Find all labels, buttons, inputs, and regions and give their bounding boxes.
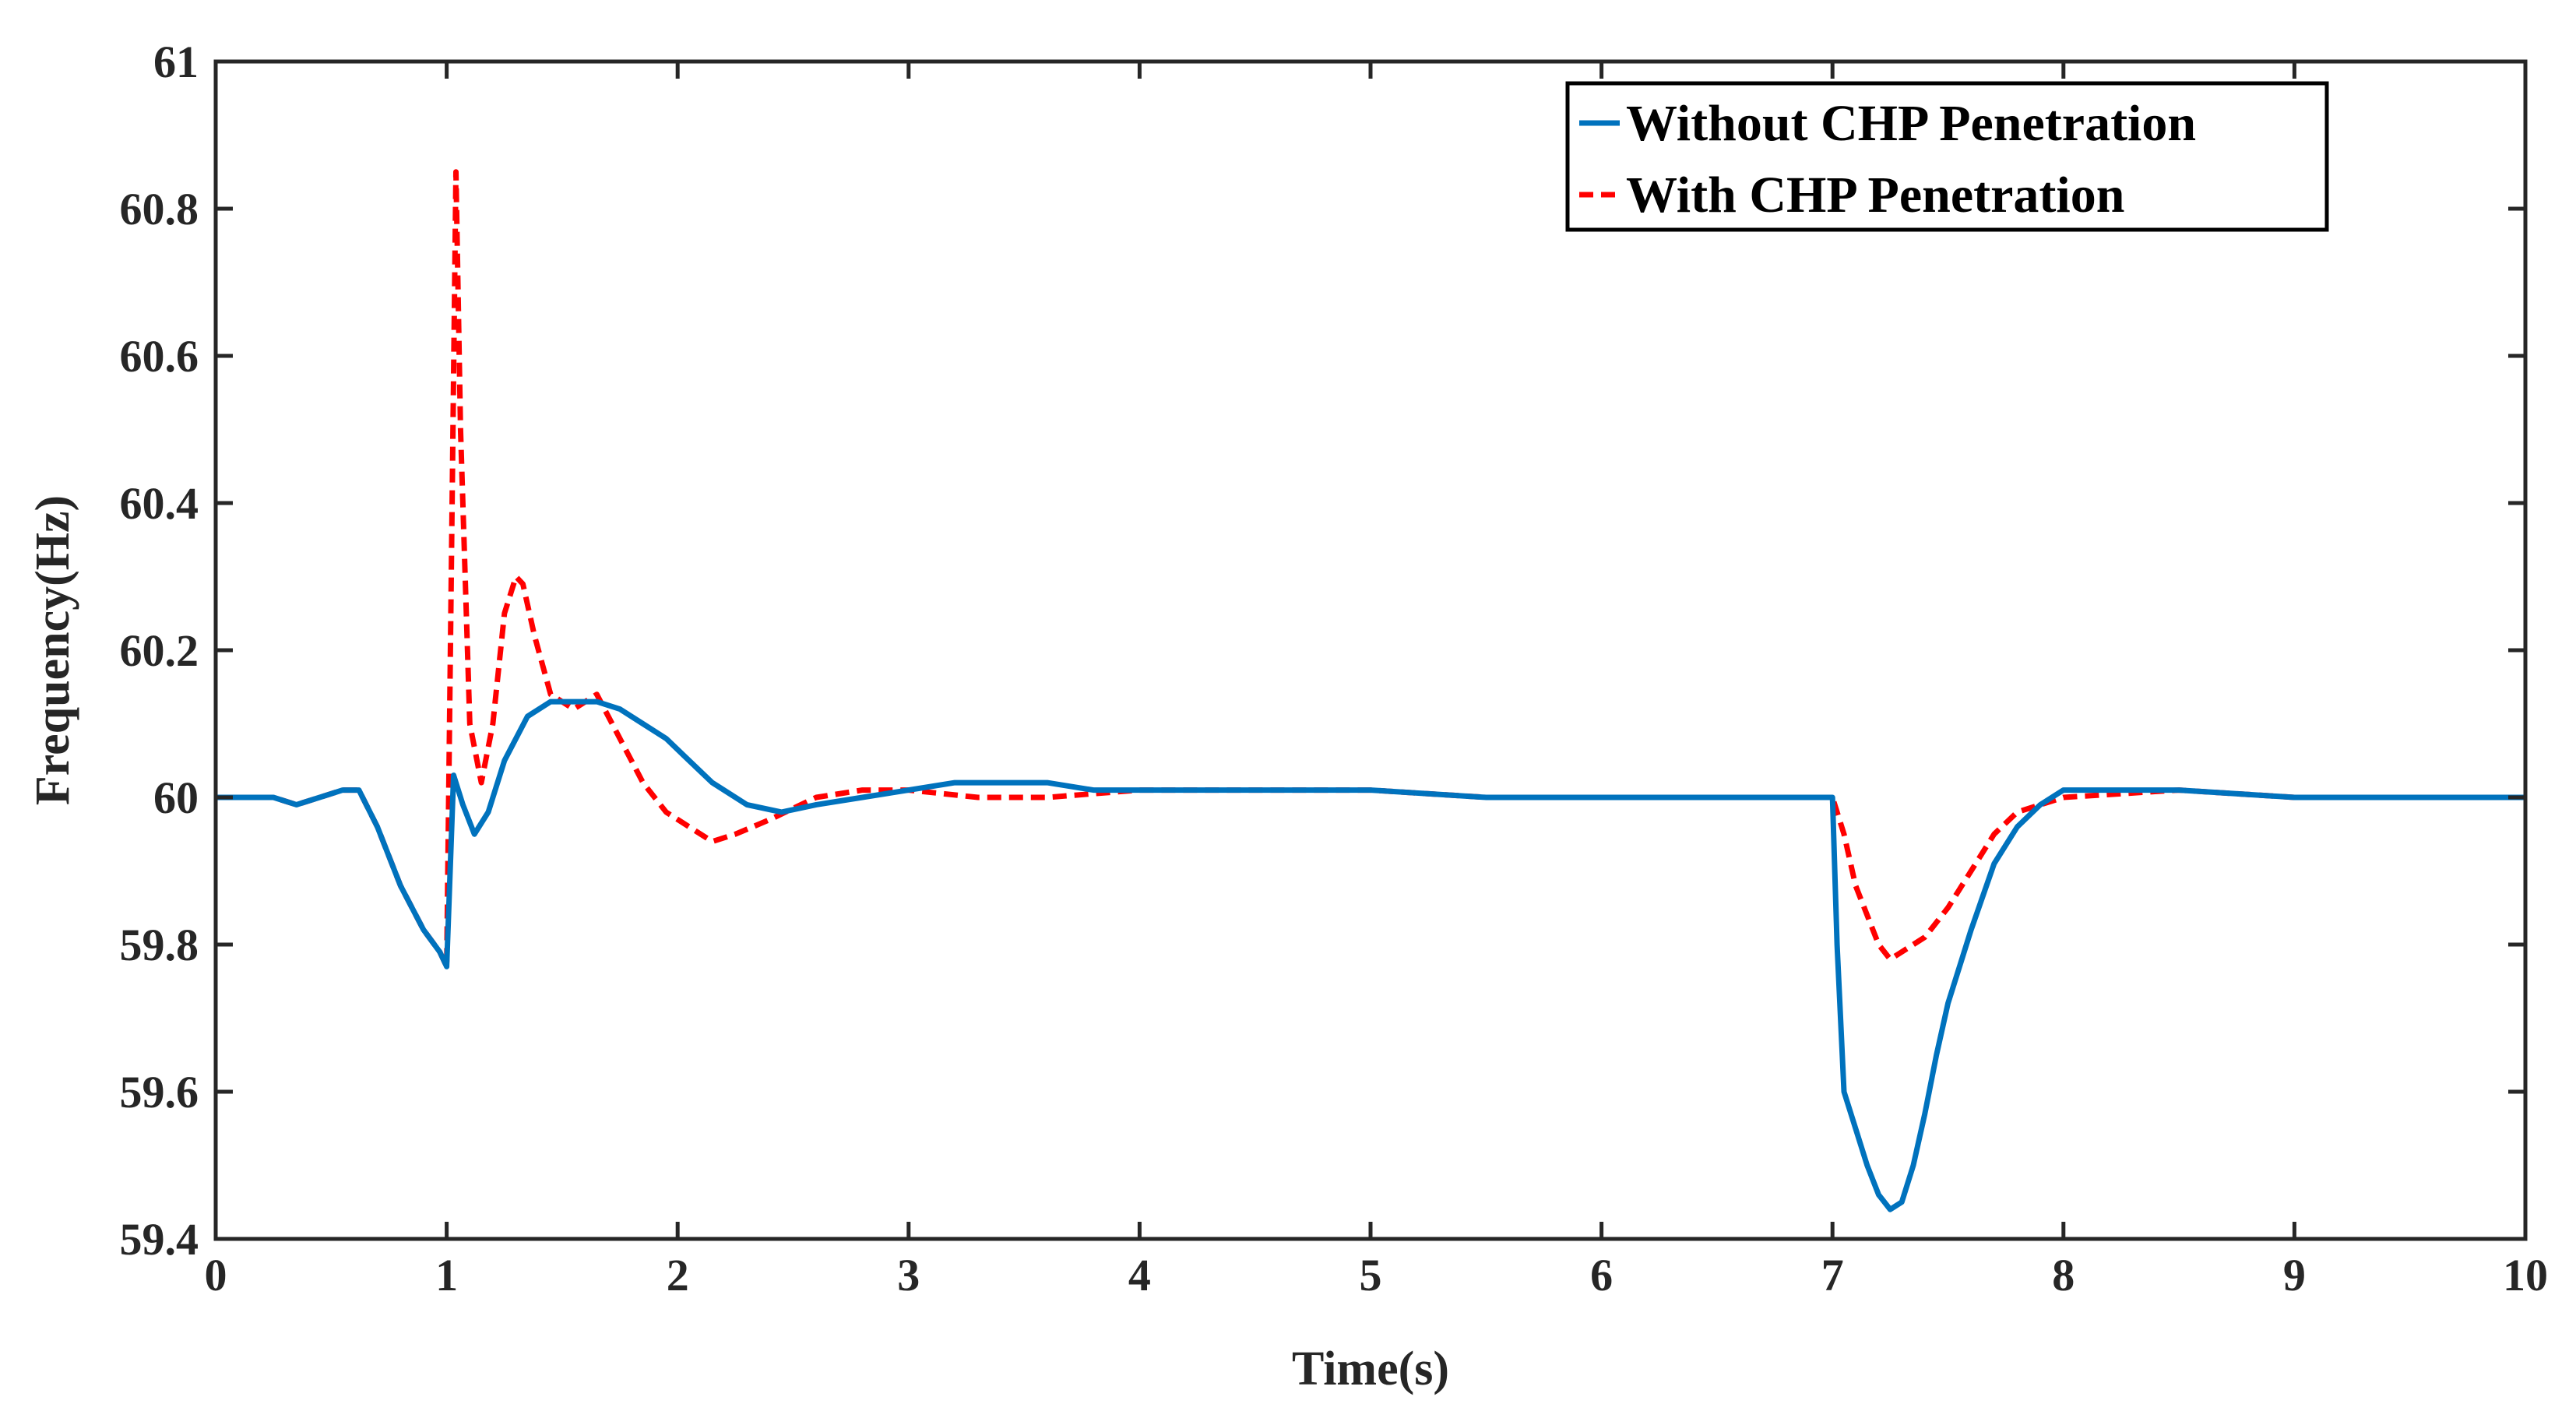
y-tick-label: 59.4 — [120, 1214, 199, 1265]
x-axis-title: Time(s) — [1292, 1342, 1449, 1395]
y-tick-label: 61 — [153, 37, 199, 87]
y-tick-label: 60 — [153, 772, 199, 823]
x-tick-label: 4 — [1128, 1250, 1151, 1300]
x-tick-label: 7 — [1821, 1250, 1844, 1300]
legend-label-with-chp: With CHP Penetration — [1626, 167, 2124, 223]
y-axis-title: Frequency(Hz) — [26, 495, 79, 805]
y-tick-label: 59.8 — [120, 920, 199, 970]
x-tick-label: 10 — [2503, 1250, 2548, 1300]
legend: Without CHP Penetration With CHP Penetra… — [1565, 81, 2329, 232]
y-tick-label: 60.6 — [120, 331, 199, 382]
x-tick-label: 0 — [205, 1250, 227, 1300]
x-tick-label: 1 — [435, 1250, 458, 1300]
x-tick-label: 9 — [2283, 1250, 2306, 1300]
x-tick-label: 3 — [897, 1250, 920, 1300]
legend-box — [1565, 81, 2329, 232]
x-tick-label: 6 — [1590, 1250, 1613, 1300]
y-tick-label: 60.4 — [120, 478, 199, 529]
y-tick-label: 60.2 — [120, 625, 199, 676]
legend-label-without-chp: Without CHP Penetration — [1626, 95, 2196, 152]
series-line-without-chp — [216, 698, 2525, 1212]
x-tick-label: 8 — [2052, 1250, 2075, 1300]
y-tick-label: 59.6 — [120, 1067, 199, 1117]
x-tick-label: 5 — [1360, 1250, 1382, 1300]
series-layer — [216, 169, 2525, 1212]
x-tick-label: 2 — [667, 1250, 689, 1300]
y-tick-label: 60.8 — [120, 184, 199, 234]
tick-layer: 0 1 2 3 4 5 6 7 8 9 10 59.4 59.6 59.8 60 60.2 60.4 60.6 60… — [120, 37, 2549, 1300]
